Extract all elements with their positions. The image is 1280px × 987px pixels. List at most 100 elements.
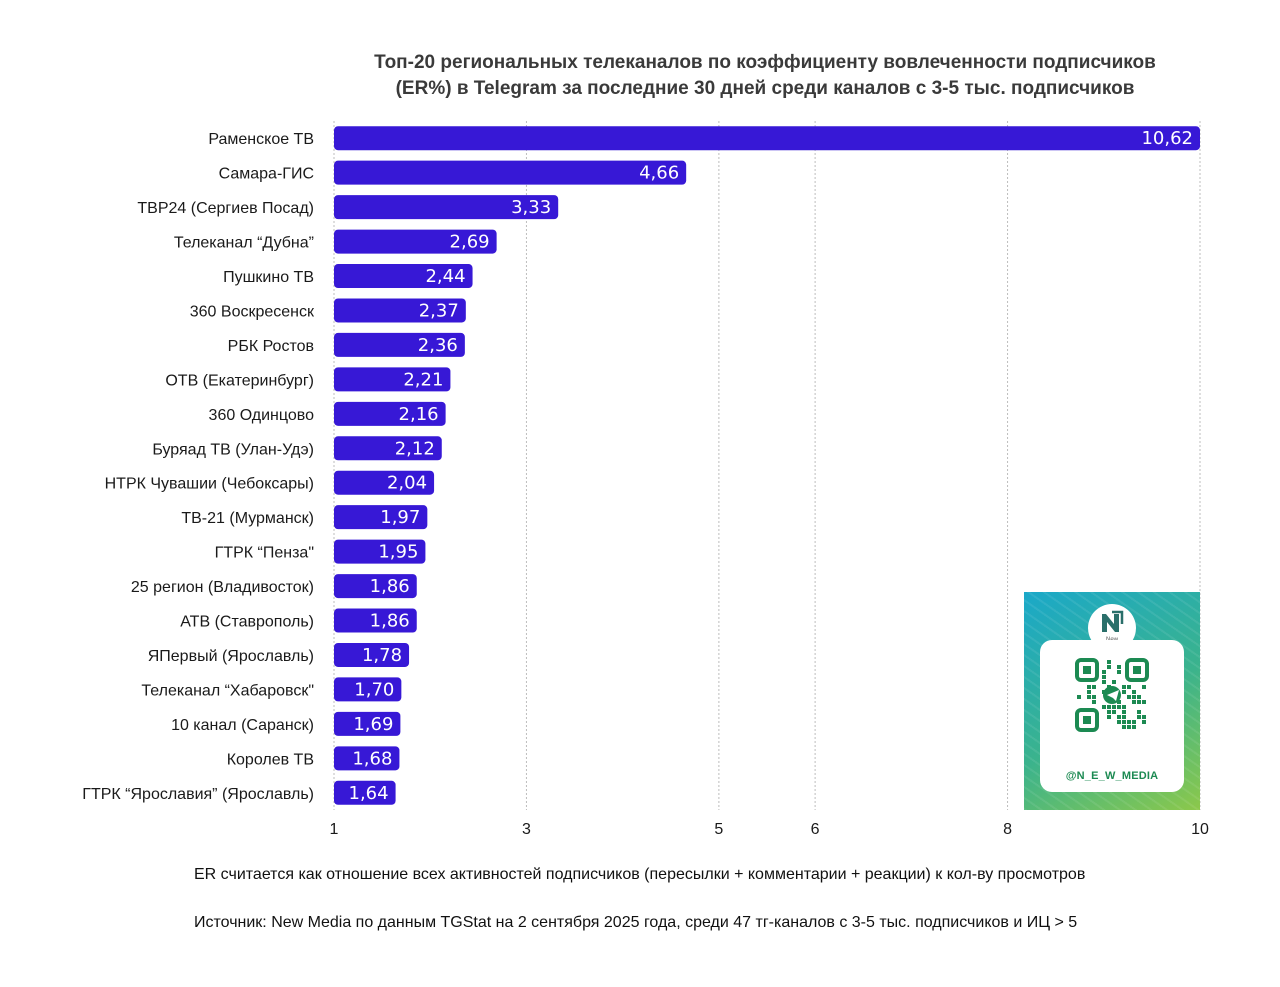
qr-code-panel[interactable]: @N_E_W_MEDIA <box>1040 640 1184 792</box>
qr-module <box>1127 720 1131 724</box>
qr-module <box>1092 700 1096 704</box>
category-label: Королев ТВ <box>227 751 314 768</box>
qr-module <box>1142 685 1146 689</box>
bar <box>334 160 687 185</box>
bar <box>334 332 465 357</box>
bar-value-label: 2,37 <box>419 300 459 321</box>
qr-handle: @N_E_W_MEDIA <box>1065 770 1159 782</box>
qr-finder-dot <box>1083 666 1091 674</box>
category-label: ГТРК “Ярославия” (Ярославль) <box>82 786 314 803</box>
x-tick-label: 8 <box>1003 821 1012 838</box>
category-label: 360 Одинцово <box>209 407 315 424</box>
qr-module <box>1117 715 1121 719</box>
bar <box>334 574 417 599</box>
bar <box>334 505 428 530</box>
qr-module <box>1107 660 1111 664</box>
chart-title-line-2: (ER%) в Telegram за последние 30 дней ср… <box>395 78 1135 99</box>
bar-value-label: 4,66 <box>639 163 679 184</box>
bar <box>334 608 417 633</box>
er-footnote: ER считается как отношение всех активнос… <box>194 866 1086 883</box>
bar-value-label: 1,70 <box>354 679 394 700</box>
qr-finder <box>1075 708 1099 732</box>
qr-module <box>1127 725 1131 729</box>
telegram-plane <box>1107 690 1119 701</box>
qr-module <box>1112 680 1116 684</box>
bar <box>334 539 426 564</box>
qr-finder-dot <box>1133 666 1141 674</box>
qr-module <box>1107 710 1111 714</box>
bar <box>334 401 446 426</box>
qr-module <box>1077 695 1081 699</box>
qr-module <box>1132 725 1136 729</box>
qr-module <box>1122 705 1126 709</box>
bar-value-label: 1,64 <box>349 783 389 804</box>
x-tick-label: 5 <box>714 821 723 838</box>
qr-module <box>1107 665 1111 669</box>
x-tick-label: 1 <box>330 821 339 838</box>
bar-value-label: 2,16 <box>399 404 439 425</box>
qr-module <box>1122 715 1126 719</box>
qr-module <box>1117 720 1121 724</box>
bar-value-label: 10,62 <box>1141 128 1193 149</box>
category-label: ЯПервый (Ярославль) <box>148 648 314 665</box>
bar-value-label: 2,12 <box>395 438 435 459</box>
qr-module <box>1142 715 1146 719</box>
qr-finder <box>1125 658 1149 682</box>
qr-module <box>1142 700 1146 704</box>
qr-module <box>1102 680 1106 684</box>
qr-module <box>1092 695 1096 699</box>
qr-module <box>1122 710 1126 714</box>
chart-title-line-1: Топ-20 региональных телеканалов по коэфф… <box>374 52 1156 73</box>
category-label: Самара-ГИС <box>219 166 314 183</box>
qr-promo-card[interactable]: New Media @N_E_W_MEDIA <box>1024 592 1200 810</box>
bar <box>334 229 497 254</box>
bar-value-label: 1,86 <box>370 576 410 597</box>
x-tick-label: 6 <box>811 821 820 838</box>
chart-title: Топ-20 региональных телеканалов по коэфф… <box>330 50 1200 102</box>
bars: 10,62 4,66 3,33 2,69 2,44 2,37 2,36 2,21 2,16 2,1… <box>334 126 1200 805</box>
bar-value-label: 1,95 <box>378 542 418 563</box>
bar <box>334 195 559 220</box>
qr-module <box>1122 725 1126 729</box>
qr-module <box>1087 685 1091 689</box>
qr-module <box>1092 685 1096 689</box>
category-label: РБК Ростов <box>228 338 314 355</box>
qr-finder-dot <box>1083 716 1091 724</box>
qr-module <box>1117 670 1121 674</box>
category-label: Телеканал “Хабаровск" <box>141 682 314 699</box>
bar <box>334 436 442 461</box>
bar-value-label: 1,97 <box>380 507 420 528</box>
category-label: 25 регион (Владивосток) <box>131 579 314 596</box>
bar-value-label: 2,44 <box>425 266 465 287</box>
qr-module <box>1087 695 1091 699</box>
qr-module <box>1117 700 1121 704</box>
qr-module <box>1122 690 1126 694</box>
qr-module <box>1117 665 1121 669</box>
qr-module <box>1107 705 1111 709</box>
qr-module <box>1127 695 1131 699</box>
qr-module <box>1112 705 1116 709</box>
category-labels: Раменское ТВ Самара-ГИС ТВР24 (Сергиев Пос… <box>82 131 315 803</box>
qr-code-icon <box>1075 658 1149 732</box>
category-label: ТВР24 (Сергиев Посад) <box>137 200 314 217</box>
qr-module <box>1137 710 1141 714</box>
x-tick-label: 10 <box>1191 821 1209 838</box>
bar-value-label: 1,68 <box>352 748 392 769</box>
category-label: 10 канал (Саранск) <box>171 717 314 734</box>
qr-module <box>1107 715 1111 719</box>
qr-module <box>1137 695 1141 699</box>
source-footnote: Источник: New Media по данным TGStat на … <box>194 914 1078 931</box>
bar-value-label: 1,86 <box>370 611 410 632</box>
category-label: ТВ-21 (Мурманск) <box>181 510 314 527</box>
bar <box>334 470 435 495</box>
qr-module <box>1087 690 1091 694</box>
x-tick-label: 3 <box>522 821 531 838</box>
category-label: Буряад ТВ (Улан-Удэ) <box>152 441 314 458</box>
bar-value-label: 2,69 <box>450 232 490 253</box>
bar <box>334 711 401 736</box>
bar <box>334 642 410 667</box>
category-label: Раменское ТВ <box>208 131 314 148</box>
bar <box>334 780 396 805</box>
qr-module <box>1132 700 1136 704</box>
